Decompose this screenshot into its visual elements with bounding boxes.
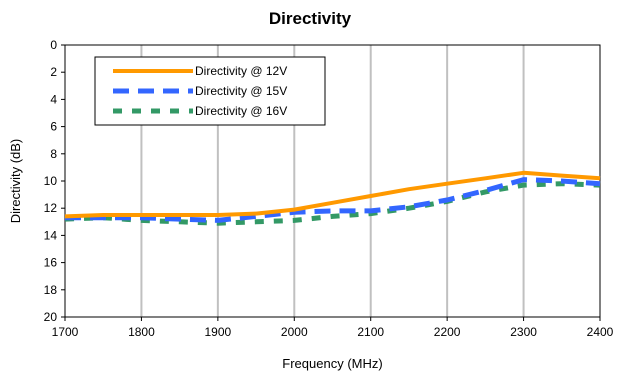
x-tick-label-1700: 1700 xyxy=(52,325,79,339)
legend-box xyxy=(94,56,326,126)
y-tick-label-6: 6 xyxy=(50,120,57,134)
y-tick-label-16: 16 xyxy=(44,256,58,270)
y-tick-label-14: 14 xyxy=(44,228,58,242)
y-tick-label-4: 4 xyxy=(50,92,57,106)
y-tick-label-12: 12 xyxy=(44,201,58,215)
legend-label-2: Directivity @ 15V xyxy=(195,84,287,98)
y-axis-label: Directivity (dB) xyxy=(8,139,23,224)
legend-label-1: Directivity @ 12V xyxy=(195,64,287,78)
y-tick-label-10: 10 xyxy=(44,174,58,188)
x-axis-ticks: 1700 1800 1900 2000 2100 2200 2300 2400 xyxy=(52,317,614,339)
x-tick-label-2400: 2400 xyxy=(587,325,614,339)
y-axis-ticks: 0 2 4 6 8 10 12 14 16 18 20 xyxy=(44,38,65,324)
y-tick-label-18: 18 xyxy=(44,283,58,297)
x-tick-label-2300: 2300 xyxy=(510,325,537,339)
x-tick-label-1800: 1800 xyxy=(128,325,155,339)
y-tick-label-8: 8 xyxy=(50,147,57,161)
y-tick-label-20: 20 xyxy=(44,310,58,324)
legend-label-3: Directivity @ 16V xyxy=(195,104,287,118)
series-line-2 xyxy=(65,177,601,223)
series-lines xyxy=(64,170,601,226)
x-tick-label-2200: 2200 xyxy=(434,325,461,339)
x-axis-label: Frequency (MHz) xyxy=(282,356,382,371)
y-tick-label-0: 0 xyxy=(50,38,57,52)
x-tick-label-2100: 2100 xyxy=(357,325,384,339)
legend: Directivity @ 12V Directivity @ 15V Direct… xyxy=(94,56,326,126)
x-tick-label-1900: 1900 xyxy=(205,325,232,339)
x-tick-label-2000: 2000 xyxy=(281,325,308,339)
y-tick-label-2: 2 xyxy=(50,65,57,79)
chart-title: Directivity xyxy=(269,9,352,28)
series-line-3 xyxy=(64,181,601,226)
series-line-1 xyxy=(64,170,601,219)
